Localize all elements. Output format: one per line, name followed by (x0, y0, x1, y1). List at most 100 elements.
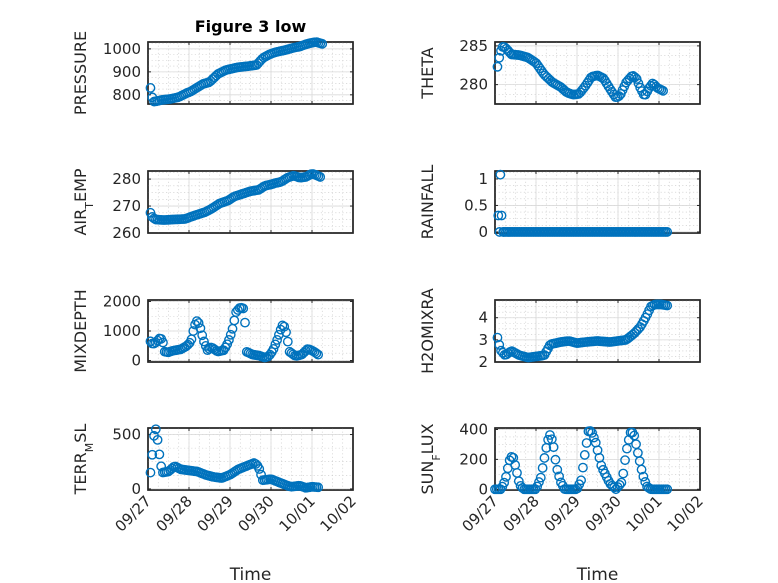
data-point (609, 482, 619, 493)
data-point (238, 303, 249, 314)
axes-border (494, 41, 701, 105)
y-tick-label: 2 (478, 353, 488, 371)
data-point (550, 454, 561, 465)
subplot-sun-flux: 0 200 400 SUNFLUX 09/2709/2809/2909/3010/011… (418, 420, 707, 583)
data-point (494, 339, 505, 350)
data-point (658, 85, 668, 96)
figure-title: Figure 3 low (195, 17, 307, 36)
data-point (532, 481, 543, 492)
axes-border (147, 41, 354, 105)
y-axis-label: PRESSURE (71, 31, 90, 115)
subplot-air-temp: 260 270 280 AIRTEMP (71, 168, 354, 242)
data-point (279, 321, 290, 332)
data-point (537, 463, 548, 473)
y-tick-label: 0.5 (464, 196, 488, 214)
data-point (493, 210, 504, 221)
x-tick-label: 09/28 (500, 492, 543, 535)
y-tick-label: 280 (459, 76, 488, 94)
data-point (204, 343, 215, 354)
data-point (492, 61, 503, 72)
data-point (554, 471, 565, 482)
y-tick-label: 900 (112, 63, 141, 81)
y-tick-label: 285 (459, 37, 488, 55)
y-axis-label: AIRTEMP (71, 168, 96, 235)
y-tick-label: 0 (478, 223, 488, 241)
data-point (199, 336, 209, 347)
data-point (581, 438, 592, 448)
data-point (614, 479, 625, 490)
y-tick-label: 280 (112, 170, 141, 188)
axes-border (147, 170, 354, 234)
y-tick-label: 0 (131, 480, 141, 498)
data-point (145, 467, 156, 478)
x-tick-label: 09/29 (541, 492, 584, 535)
data-point (224, 335, 234, 345)
data-point (222, 339, 233, 350)
data-point (313, 349, 324, 360)
data-point (616, 477, 627, 488)
data-point (197, 330, 208, 341)
x-tick-label: 09/30 (235, 492, 278, 535)
y-axis-label: RAINFALL (418, 165, 437, 240)
subplot-rainfall: 0 0.5 1 RAINFALL (418, 165, 701, 241)
data-point (492, 332, 503, 343)
data-point (317, 38, 328, 49)
y-tick-label: 1000 (103, 40, 141, 58)
x-tick-label: 09/27 (112, 492, 155, 535)
y-tick-label: 800 (112, 86, 141, 104)
y-tick-label: 500 (112, 426, 141, 444)
data-point (268, 344, 279, 354)
y-tick-label: 270 (112, 197, 141, 215)
data-point (636, 464, 647, 475)
data-point (587, 427, 597, 438)
data-point (225, 329, 236, 340)
data-point (620, 455, 630, 466)
data-point (534, 477, 544, 487)
y-tick-label: 0 (131, 352, 141, 370)
data-point (272, 335, 283, 345)
x-tick-label: 10/02 (664, 492, 707, 535)
data-point (589, 432, 599, 443)
y-tick-label: 0 (478, 480, 488, 498)
axes-frame (494, 170, 701, 234)
subplot-terr-msl: 0 500 TERRMSL 09/2709/2809/2909/3010/0110/0… (71, 424, 360, 583)
y-axis-label: TERRMSL (71, 424, 96, 496)
y-tick-label: 4 (478, 309, 488, 327)
data-point (543, 434, 554, 445)
x-tick-label: 09/29 (194, 492, 237, 535)
data-point (548, 442, 559, 453)
data-point (638, 471, 649, 482)
x-tick-label: 09/28 (153, 492, 196, 535)
data-point (281, 327, 291, 338)
data-point (579, 450, 590, 460)
y-axis-label: THETA (418, 47, 437, 99)
y-tick-label: 1 (478, 170, 488, 188)
y-tick-label: 3 (478, 331, 488, 349)
y-tick-label: 1000 (103, 322, 141, 340)
data-point (662, 484, 673, 495)
axes-frame (147, 427, 354, 491)
x-axis-label: Time (576, 565, 619, 583)
data-point (662, 300, 673, 311)
y-axis-label: SUNFLUX (418, 423, 443, 494)
data-point (315, 172, 326, 182)
axes-border (494, 299, 701, 363)
data-point (193, 318, 204, 328)
x-tick-label: 09/27 (459, 492, 502, 535)
data-point (150, 424, 161, 435)
y-tick-label: 200 (459, 450, 488, 468)
data-point (631, 74, 642, 84)
data-point (496, 210, 507, 221)
y-tick-label: 400 (459, 420, 488, 438)
data-point (499, 477, 510, 488)
x-tick-label: 10/01 (623, 492, 666, 535)
subplot-mixdepth: 0 1000 2000 MIXDEPTH (71, 289, 354, 373)
data-point (535, 472, 546, 483)
data-point (578, 462, 588, 473)
subplot-theta: 280 285 THETA (418, 37, 701, 105)
data-point (240, 317, 250, 328)
data-point (158, 337, 168, 348)
y-axis-label: MIXDEPTH (71, 289, 90, 372)
subplot-h2omixra: 2 3 4 H2OMIXRA (418, 288, 701, 374)
